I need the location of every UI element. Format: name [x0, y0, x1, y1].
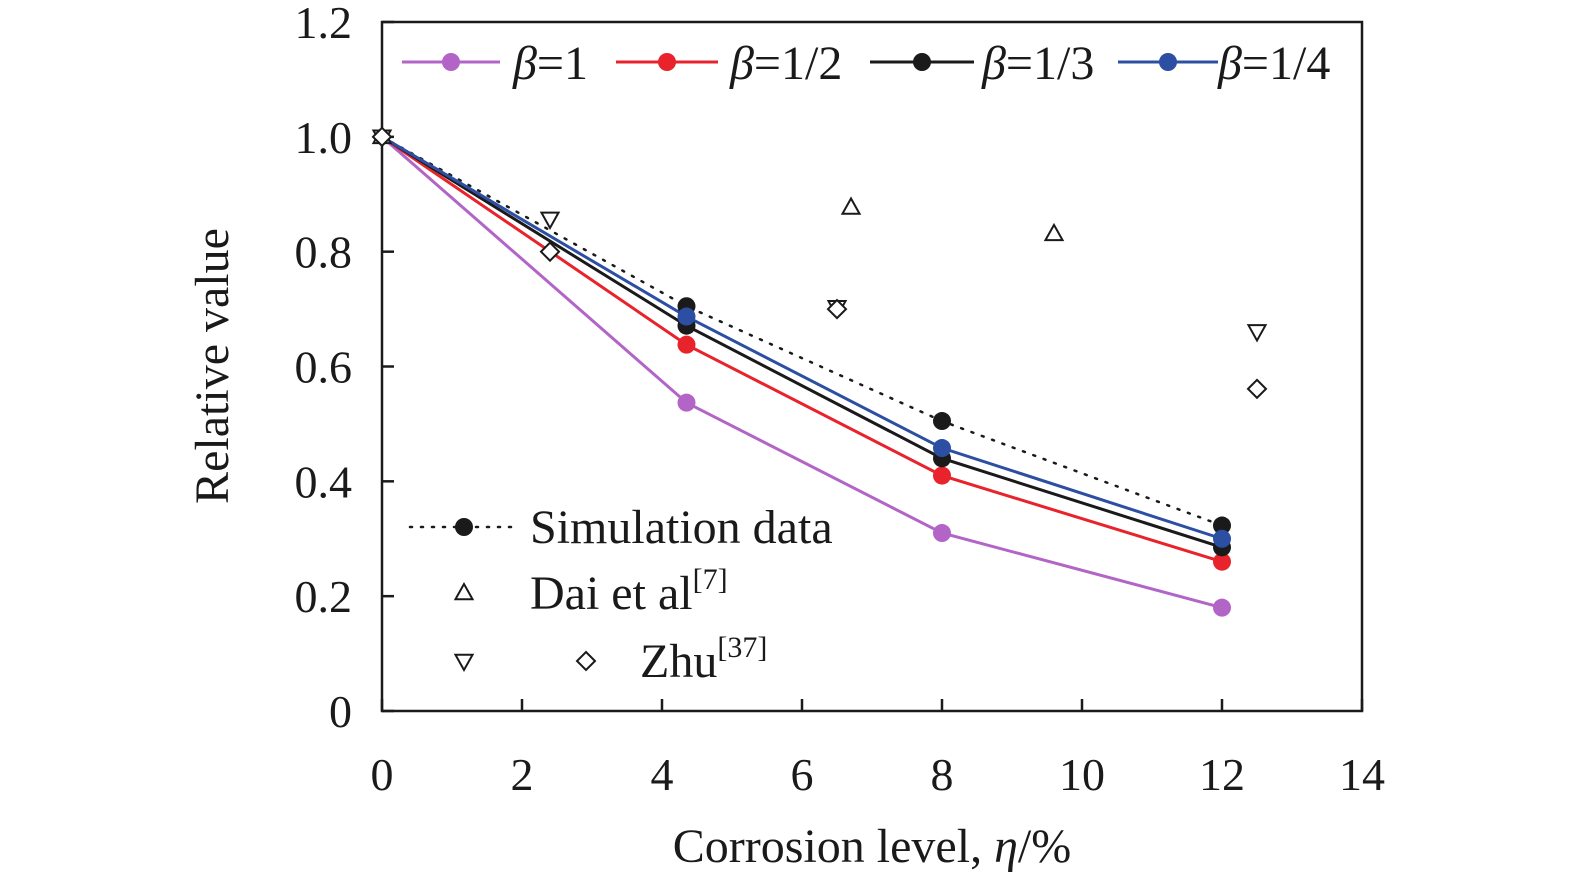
x-axis-title: Corrosion level, η/% — [673, 820, 1071, 873]
zhu-diamond-point — [539, 241, 561, 263]
legend-dai-ref: [7] — [693, 563, 728, 596]
legend-beta-symbol: β — [1217, 37, 1242, 90]
dai-point — [840, 196, 862, 215]
y-tick-label: 0.8 — [295, 227, 353, 278]
zhu-diamond-point — [1246, 378, 1268, 400]
x-axis-title-unit: /% — [1018, 820, 1071, 873]
x-tick-label: 12 — [1199, 749, 1245, 800]
x-tick-label: 4 — [651, 749, 674, 800]
legend-zhu-name: Zhu — [640, 635, 717, 688]
legend-dai-name: Dai et al — [530, 567, 693, 620]
legend-beta-value: =1/2 — [754, 37, 842, 90]
legend-simulation-marker — [455, 518, 473, 536]
dai-point — [1043, 222, 1065, 242]
legend-label-3: β=1/4 — [1217, 37, 1330, 90]
y-axis-title: Relative value — [186, 228, 239, 504]
simulation-point — [933, 412, 951, 431]
legend-marker-1 — [658, 53, 676, 71]
legend-beta-value: =1 — [537, 37, 588, 90]
y-tick-label: 0.2 — [295, 571, 353, 622]
x-tick-label: 6 — [791, 749, 814, 800]
legend-beta-value: =1/3 — [1006, 37, 1094, 90]
y-tick-label: 0 — [329, 686, 352, 737]
series-point-0 — [933, 524, 951, 543]
legend-beta-symbol: β — [729, 37, 754, 90]
legend-marker-0 — [442, 53, 460, 71]
series-point-3 — [1213, 529, 1231, 548]
axes: 0 2 4 6 8 10 12 14 0 0.2 0.4 0.6 0.8 1.0 1.2 Corrosion … — [186, 0, 1385, 873]
legend-label-1: β=1/2 — [729, 37, 842, 90]
series-point-1 — [677, 335, 696, 354]
legend-simulation-label: Simulation data — [530, 501, 833, 554]
series-line-1 — [381, 135, 1223, 564]
series-line-3 — [381, 135, 1223, 541]
simulation-line — [380, 135, 1224, 527]
series-line-0 — [381, 135, 1223, 610]
x-axis-title-text: Corrosion level, — [673, 820, 994, 873]
x-axis-title-variable: η — [994, 820, 1018, 873]
series-point-0 — [1213, 598, 1231, 617]
x-tick-label: 2 — [511, 749, 534, 800]
legend-zhu-label: Zhu[37] — [640, 631, 767, 688]
legend-marker-2 — [913, 53, 931, 71]
legend-dai-label: Dai et al[7] — [530, 563, 728, 620]
series-point-3 — [677, 307, 696, 326]
series-point-1 — [933, 466, 951, 485]
legend-marker-3 — [1159, 53, 1177, 71]
legend-beta-symbol: β — [981, 37, 1006, 90]
series-point-1 — [1213, 552, 1231, 571]
zhu-diamond-point — [826, 298, 848, 320]
x-tick-label: 14 — [1339, 749, 1385, 800]
simulation-point — [1213, 516, 1231, 535]
zhu-diamond-point — [371, 126, 393, 148]
legend-label-2: β=1/3 — [981, 37, 1094, 90]
series-layer — [371, 125, 1268, 617]
legend-label-0: β=1 — [512, 37, 588, 90]
legend-zhu-ref: [37] — [717, 631, 767, 664]
legend-dai-marker — [453, 581, 475, 601]
x-tick-label: 10 — [1059, 749, 1105, 800]
series-point-0 — [677, 393, 696, 412]
y-tick-label: 1.2 — [295, 0, 353, 48]
series-point-3 — [933, 439, 951, 458]
y-tick-label: 1.0 — [295, 112, 353, 163]
legend-zhu-tri-marker — [453, 653, 475, 673]
y-tick-label: 0.6 — [295, 342, 353, 393]
series-line-2 — [381, 135, 1223, 549]
x-tick-label: 8 — [931, 749, 954, 800]
y-tick-label: 0.4 — [295, 456, 353, 507]
legend-beta-symbol: β — [512, 37, 537, 90]
legend-beta-value: =1/4 — [1242, 37, 1330, 90]
legend-zhu-diamond-marker — [575, 650, 597, 672]
zhu-tri-point — [539, 211, 561, 230]
zhu-tri-point — [1246, 324, 1268, 343]
x-tick-label: 0 — [371, 749, 394, 800]
